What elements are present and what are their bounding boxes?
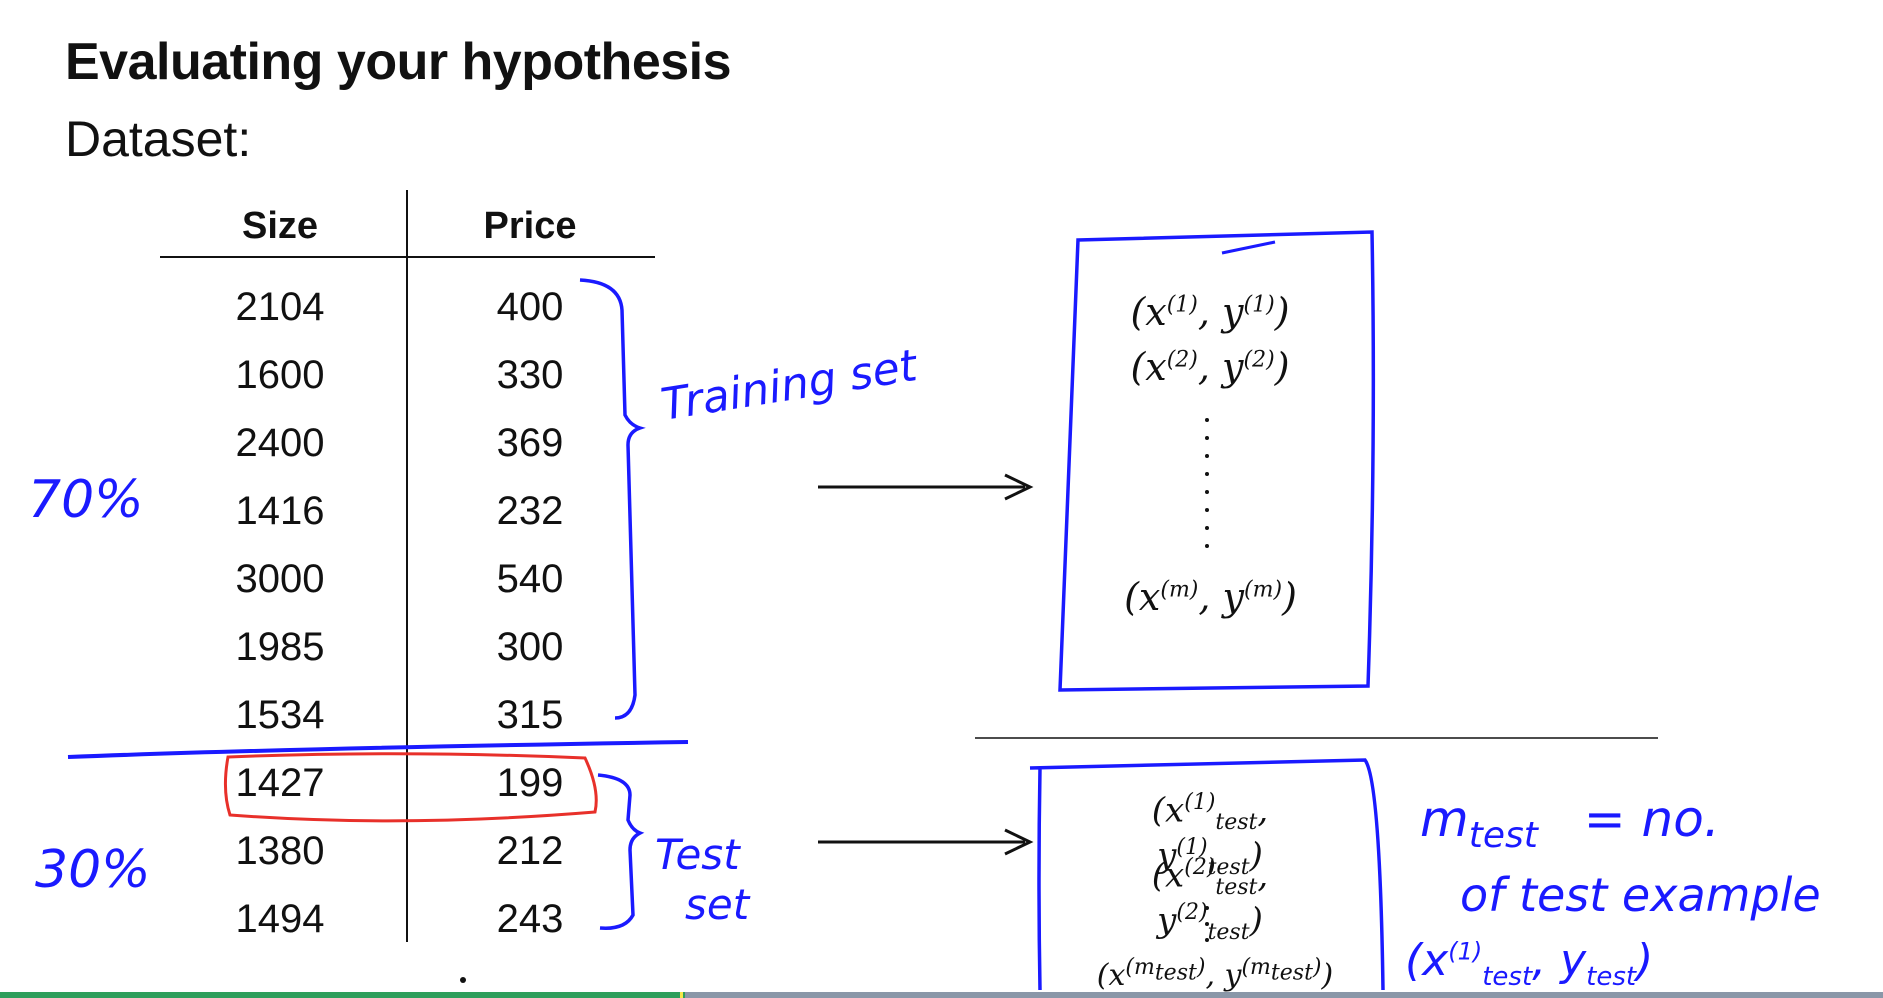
table-cell-price: 400: [496, 285, 564, 329]
price-column-header: Price: [483, 205, 577, 247]
math-sup: (2): [1166, 347, 1198, 373]
table-cell-size: 3000: [235, 557, 325, 601]
m-test-symbol: m: [1420, 790, 1469, 848]
train-example-2: (x(2), y(2)): [1105, 345, 1315, 389]
math-sup: (2): [1184, 855, 1216, 880]
size-column-header: Size: [241, 205, 319, 247]
math-part: ): [1274, 345, 1290, 389]
test-box-ellipsis: [1205, 906, 1209, 942]
math-sup: (mtest): [1241, 955, 1322, 985]
math-sub: test: [1207, 855, 1250, 881]
math-sup-part: (m: [1241, 955, 1271, 980]
math-part: ): [1274, 290, 1290, 334]
stray-dot: [460, 977, 466, 983]
math-sub: test: [1215, 875, 1258, 901]
math-part: , y: [1197, 290, 1244, 334]
table-cell-size: 1380: [235, 829, 325, 873]
math-sub: test: [1207, 920, 1250, 946]
table-cell-size: 1534: [235, 693, 325, 737]
math-sup: (2): [1176, 900, 1208, 926]
train-example-m: (x(m), y(m)): [1098, 575, 1323, 619]
table-cell-size: 2400: [235, 421, 325, 465]
math-sub: test: [1270, 960, 1313, 986]
pct-test-label: 30%: [35, 840, 151, 900]
math-sup: (m): [1160, 577, 1199, 603]
math-part: ): [1282, 575, 1297, 619]
highlighted-row-outline: [223, 752, 598, 823]
m-test-definition: mtest = no.: [1420, 790, 1720, 856]
math-sup: (1): [1243, 292, 1275, 318]
table-cell-size: 1416: [235, 489, 325, 533]
math-sup-part: ): [1196, 955, 1206, 980]
table-cell-price: 212: [496, 829, 564, 873]
test-pair-close: ): [1636, 935, 1654, 986]
table-cell-price: 369: [496, 421, 564, 465]
math-sup: (m): [1244, 577, 1283, 603]
m-test-definition-line2: of test example: [1460, 868, 1821, 922]
table-cell-price: 540: [496, 557, 564, 601]
test-box-outline: [1029, 758, 1385, 991]
table-cell-price: 232: [496, 489, 564, 533]
table-cell-price: 300: [496, 625, 564, 669]
test-arrow-head: [1004, 828, 1034, 856]
pct-train-label: 70%: [28, 470, 144, 530]
test-example-1: (x(1)test, y(1)test): [1151, 790, 1269, 881]
math-part: , y: [1198, 575, 1245, 619]
m-test-equals: = no.: [1583, 790, 1720, 848]
test-pair-sup: (1): [1448, 937, 1483, 966]
table-cell-price: 330: [496, 353, 564, 397]
slide-subtitle: Dataset:: [65, 111, 252, 167]
math-sup: (1): [1166, 292, 1198, 318]
training-box-ellipsis: [1205, 418, 1209, 548]
math-sup: (1): [1184, 790, 1216, 815]
test-pair-sub2: test: [1586, 961, 1637, 992]
math-sup: (2): [1243, 347, 1275, 373]
training-arrow-head: [1004, 473, 1034, 501]
training-box-tick: [1221, 240, 1276, 255]
math-sub: test: [1154, 960, 1197, 986]
test-set-brace: [597, 773, 645, 930]
math-sup-part: (m: [1125, 955, 1155, 980]
table-cell-price: 199: [496, 761, 564, 805]
math-part: , y: [1197, 345, 1244, 389]
test-label-line1: Test: [655, 830, 740, 879]
table-cell-price: 315: [496, 693, 564, 737]
math-part: (x: [1130, 345, 1167, 389]
slide-title: Evaluating your hypothesis: [65, 33, 732, 91]
test-pair-x: (x: [1405, 935, 1449, 986]
table-cell-size: 2104: [235, 285, 325, 329]
table-cell-price: 243: [496, 897, 564, 941]
train-example-1: (x(1), y(1)): [1105, 290, 1315, 334]
table-cell-size: 1985: [235, 625, 325, 669]
table-cell-size: 1600: [235, 353, 325, 397]
train-test-split-line: [67, 740, 689, 759]
math-sup: (mtest): [1125, 955, 1206, 985]
m-test-subscript: test: [1468, 815, 1538, 856]
video-progress-fill: [0, 992, 686, 998]
test-pair-sub: test: [1482, 961, 1533, 992]
test-label-line2: set: [685, 880, 750, 929]
math-sub: test: [1215, 810, 1258, 836]
math-part: (x: [1130, 290, 1167, 334]
test-example-m: (x(mtest), y(mtest)): [1096, 955, 1334, 992]
math-sup: (1): [1176, 835, 1208, 861]
table-cell-size: 1427: [235, 761, 325, 805]
test-pair-y: , y: [1532, 935, 1587, 986]
math-part: (x: [1124, 575, 1161, 619]
training-set-brace: [579, 278, 646, 720]
video-progress-bar[interactable]: [0, 992, 1883, 998]
table-cell-size: 1494: [235, 897, 325, 941]
test-pair-example: (x(1)test, ytest): [1405, 935, 1653, 992]
math-sup-part: ): [1312, 955, 1322, 980]
video-progress-marker[interactable]: [680, 992, 683, 998]
training-box-outline: [1058, 230, 1376, 692]
test-example-2: (x(2)test, y(2)test): [1151, 855, 1269, 946]
